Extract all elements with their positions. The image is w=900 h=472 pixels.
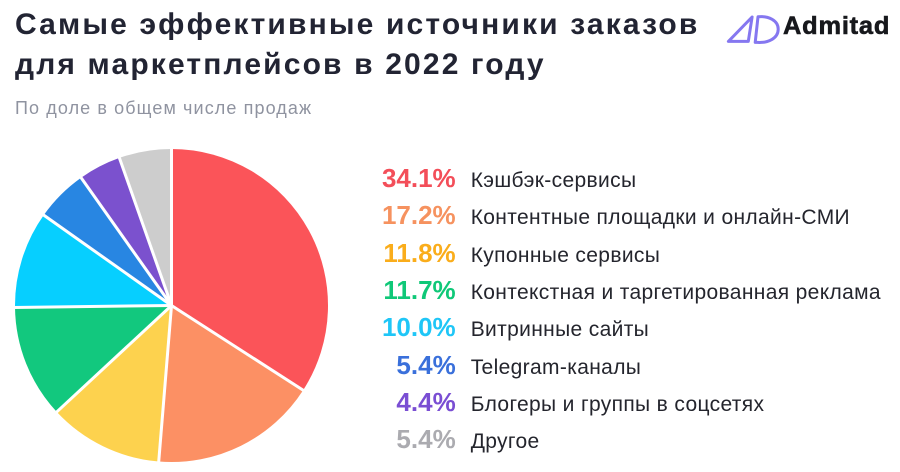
svg-text:Admitad: Admitad — [783, 12, 890, 40]
